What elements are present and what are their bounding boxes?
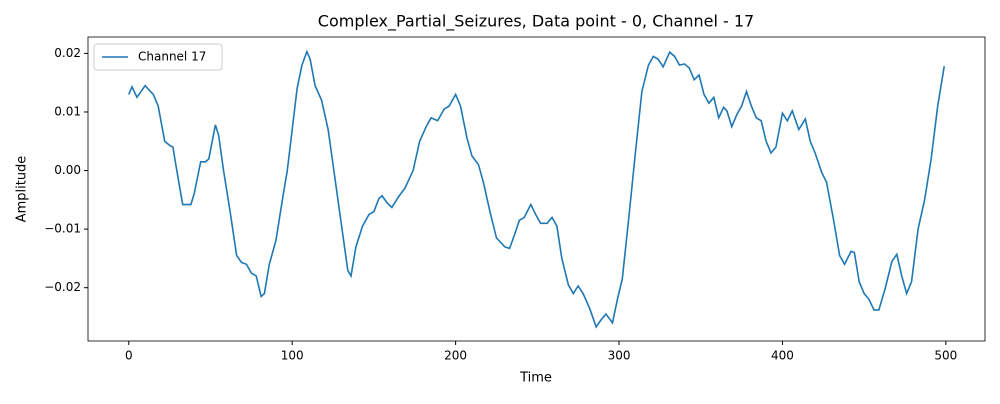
y-tick-label: −0.02 <box>44 280 81 294</box>
x-tick-label: 300 <box>608 349 631 363</box>
x-tick-label: 200 <box>444 349 467 363</box>
legend-box <box>93 43 223 71</box>
x-tick-label: 400 <box>771 349 794 363</box>
line-series <box>128 49 946 329</box>
chart-title: Complex_Partial_Seizures, Data point - 0… <box>318 12 754 32</box>
y-axis-label: Amplitude <box>15 156 30 223</box>
x-tick-label: 500 <box>934 349 957 363</box>
legend-label: Channel 17 <box>138 50 206 64</box>
x-tick-label: 0 <box>125 349 133 363</box>
y-tick-label: 0.02 <box>54 46 81 60</box>
x-axis-label: Time <box>519 371 552 386</box>
plot-area <box>87 36 986 342</box>
x-tick-label: 100 <box>281 349 304 363</box>
y-tick-label: −0.01 <box>44 222 81 236</box>
y-tick-label: 0.00 <box>54 163 81 177</box>
y-tick-label: 0.01 <box>54 104 81 118</box>
